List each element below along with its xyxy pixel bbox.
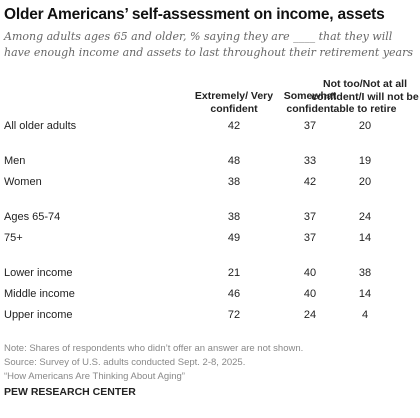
table-cell: 40 bbox=[303, 267, 317, 279]
table-cell: 20 bbox=[358, 120, 372, 132]
row-label: Middle income bbox=[4, 288, 75, 300]
column-header-3: Not too/Not at all confident/I will not … bbox=[311, 78, 419, 115]
table-cell: 37 bbox=[303, 211, 317, 223]
table-cell: 38 bbox=[358, 267, 372, 279]
footnote: Note: Shares of respondents who didn’t o… bbox=[4, 343, 304, 354]
row-label: Men bbox=[4, 155, 26, 167]
row-label: 75+ bbox=[4, 232, 23, 244]
table-cell: 4 bbox=[361, 309, 369, 321]
row-label: Women bbox=[4, 176, 42, 188]
table-cell: 19 bbox=[358, 155, 372, 167]
row-label: All older adults bbox=[4, 120, 77, 132]
table-cell: 42 bbox=[227, 120, 241, 132]
chart-title: Older Americans’ self-assessment on inco… bbox=[4, 6, 385, 23]
table-cell: 38 bbox=[227, 176, 241, 188]
pew-logo-text: PEW RESEARCH CENTER bbox=[4, 386, 136, 398]
table-cell: 38 bbox=[227, 211, 241, 223]
table-cell: 42 bbox=[303, 176, 317, 188]
column-header-1: Extremely/ Very confident bbox=[194, 90, 274, 115]
table-cell: 24 bbox=[303, 309, 317, 321]
table-cell: 40 bbox=[303, 288, 317, 300]
table-cell: 33 bbox=[303, 155, 317, 167]
report-title: “How Americans Are Thinking About Aging” bbox=[4, 371, 185, 382]
source-note: Source: Survey of U.S. adults conducted … bbox=[4, 357, 246, 368]
table-cell: 21 bbox=[227, 267, 241, 279]
table-cell: 72 bbox=[227, 309, 241, 321]
row-label: Ages 65-74 bbox=[4, 211, 61, 223]
table-cell: 37 bbox=[303, 232, 317, 244]
row-label: Upper income bbox=[4, 309, 73, 321]
table-cell: 20 bbox=[358, 176, 372, 188]
table-cell: 14 bbox=[358, 232, 372, 244]
table-cell: 14 bbox=[358, 288, 372, 300]
table-cell: 48 bbox=[227, 155, 241, 167]
table-cell: 46 bbox=[227, 288, 241, 300]
table-cell: 24 bbox=[358, 211, 372, 223]
column-header-2: Somewhat confident bbox=[283, 90, 337, 115]
table-cell: 37 bbox=[303, 120, 317, 132]
row-label: Lower income bbox=[4, 267, 73, 279]
chart-subtitle: Among adults ages 65 and older, % saying… bbox=[4, 30, 413, 59]
table-cell: 49 bbox=[227, 232, 241, 244]
